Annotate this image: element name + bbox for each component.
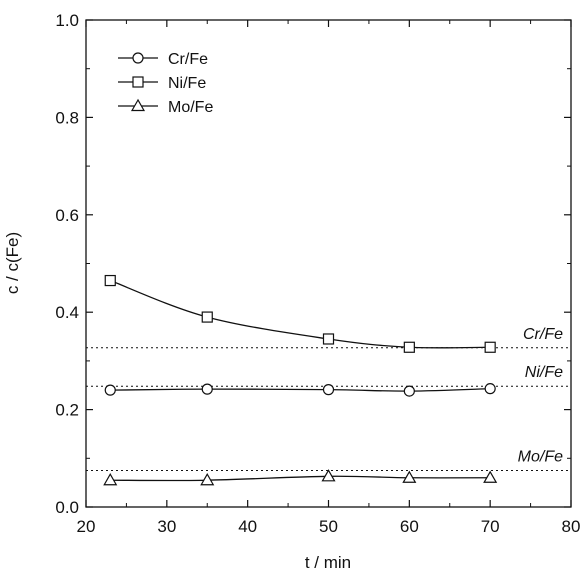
series-mo-fe [103, 469, 498, 486]
y-tick-label-0.2: 0.2 [55, 401, 79, 420]
series-layer [103, 274, 498, 486]
legend-marker-mo-fe [130, 98, 146, 112]
point-ni-fe-70 [484, 341, 496, 353]
x-tick-label-20: 20 [77, 517, 96, 536]
y-axis-label: c / c(Fe) [3, 232, 22, 294]
x-tick-label-70: 70 [481, 517, 500, 536]
point-ni-fe-35 [201, 311, 213, 323]
point-cr-fe-23 [104, 384, 116, 396]
x-tick-label-30: 30 [157, 517, 176, 536]
series-line-mo-fe [110, 475, 491, 482]
point-mo-fe-35 [200, 473, 215, 486]
point-mo-fe-23 [103, 473, 118, 486]
point-ni-fe-50 [322, 333, 335, 345]
point-mo-fe-60 [402, 470, 417, 483]
legend-marker-ni-fe [132, 76, 144, 88]
y-tick-label-0.8: 0.8 [55, 108, 79, 127]
ref-label-cr-fe: Cr/Fe [523, 326, 563, 343]
series-ni-fe [104, 274, 496, 353]
y-tick-label-1: 1.0 [55, 11, 79, 30]
reference-lines: Cr/Fe Ni/Fe Mo/Fe [86, 326, 571, 471]
ref-label-ni-fe: Ni/Fe [525, 364, 563, 381]
x-tick-label-80: 80 [562, 517, 581, 536]
point-cr-fe-35 [201, 383, 213, 395]
x-axis-label: t / min [305, 553, 351, 572]
point-mo-fe-50 [321, 469, 336, 482]
point-cr-fe-70 [484, 383, 496, 395]
x-tick-label-40: 40 [238, 517, 257, 536]
y-tick-label-0: 0.0 [55, 498, 79, 517]
point-ni-fe-23 [104, 274, 116, 287]
y-tick-label-0.6: 0.6 [55, 206, 79, 225]
point-cr-fe-50 [322, 384, 335, 396]
point-cr-fe-60 [403, 385, 415, 397]
axis-ticks: 20 30 40 50 60 70 80 0.0 0.2 0.4 0.6 0.8 1.0 [55, 11, 580, 536]
series-line-ni-fe [110, 279, 491, 349]
legend-label-mo-fe: Mo/Fe [168, 99, 213, 116]
ref-label-mo-fe: Mo/Fe [518, 448, 563, 465]
point-mo-fe-70 [483, 470, 498, 483]
x-tick-label-50: 50 [319, 517, 338, 536]
y-tick-label-0.4: 0.4 [55, 303, 79, 322]
x-tick-label-60: 60 [400, 517, 419, 536]
legend-label-cr-fe: Cr/Fe [168, 51, 208, 68]
series-cr-fe [104, 383, 496, 397]
series-line-cr-fe [110, 388, 491, 392]
legend-marker-cr-fe [132, 52, 144, 64]
legend-label-ni-fe: Ni/Fe [168, 75, 206, 92]
point-ni-fe-60 [403, 341, 415, 353]
legend: Cr/Fe Ni/Fe Mo/Fe [118, 51, 213, 116]
plot-frame [85, 19, 572, 508]
